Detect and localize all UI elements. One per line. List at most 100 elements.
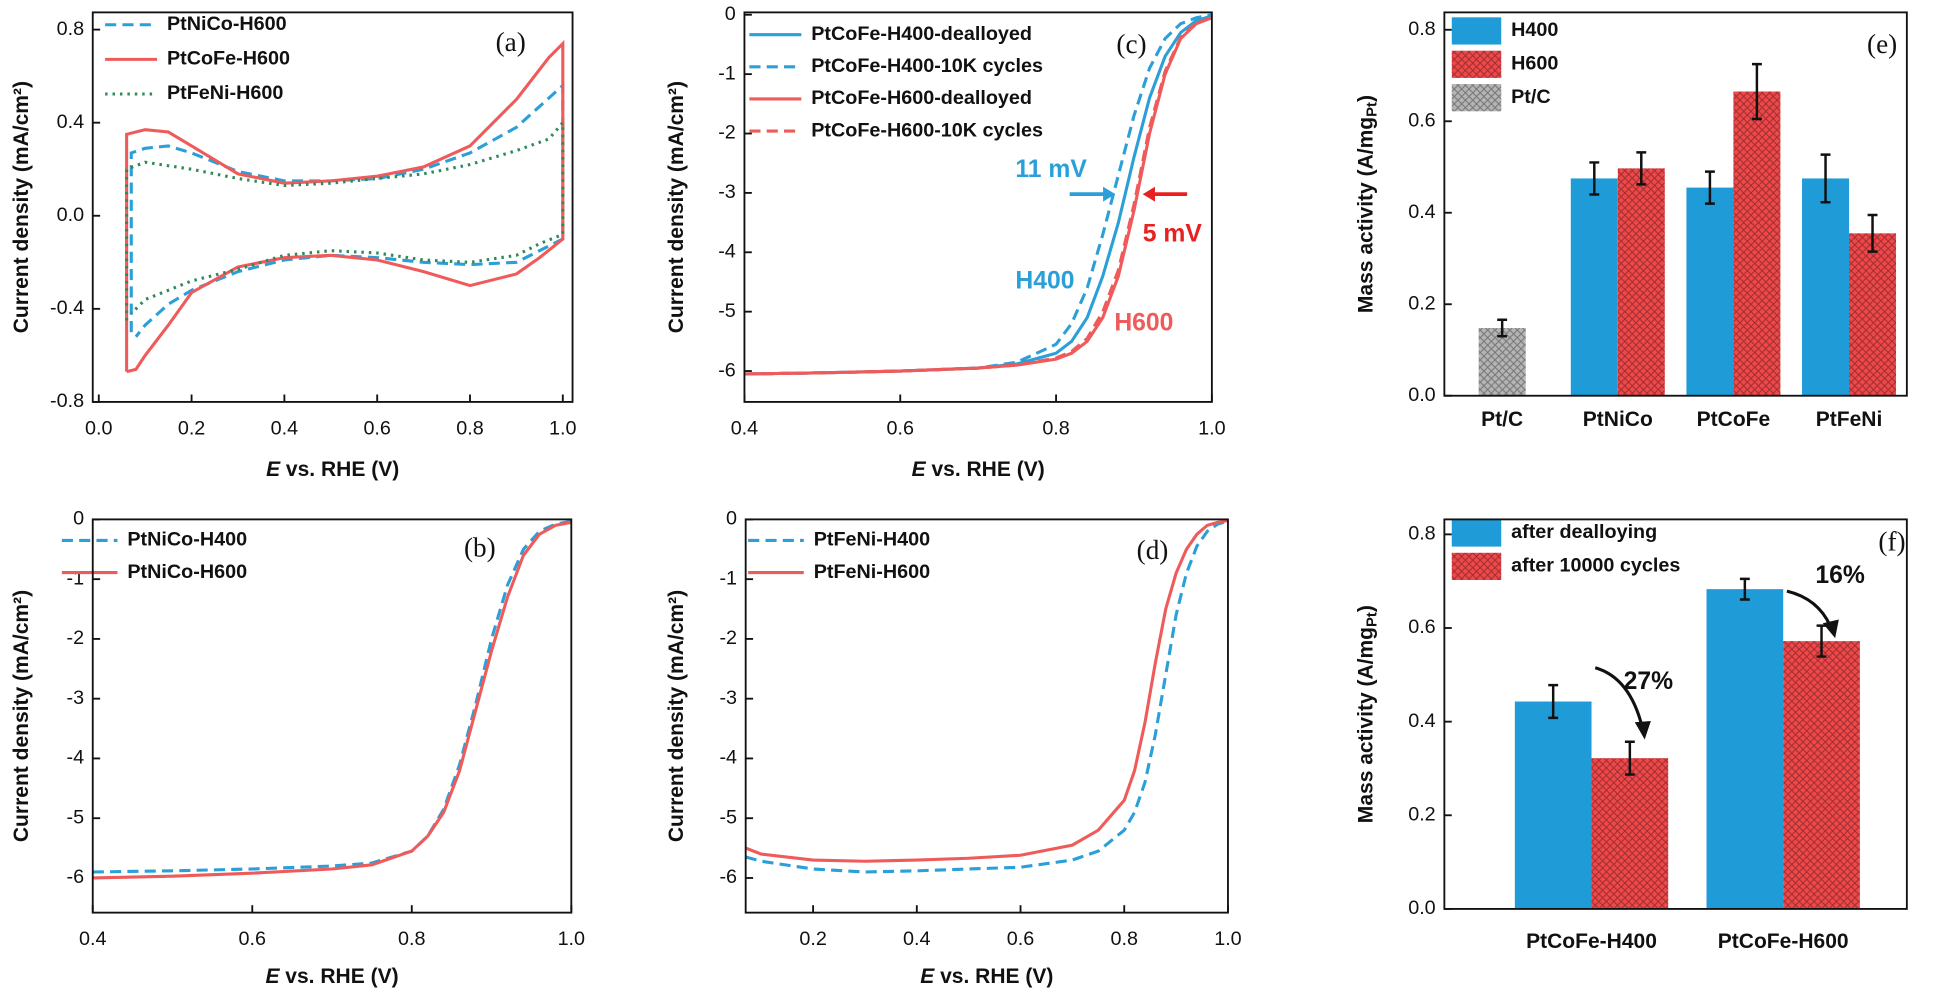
x-tick-label: PtNiCo — [1583, 408, 1653, 431]
x-tick-label: 0.6 — [1007, 928, 1034, 950]
y-tick-label: -1 — [718, 62, 736, 84]
plot-frame — [1443, 11, 1908, 397]
panel-label: (b) — [464, 533, 496, 563]
data-line — [125, 39, 565, 374]
legend-label: PtCoFe-H400-dealloyed — [811, 23, 1032, 45]
legend-swatch — [1451, 552, 1502, 580]
error-bar — [1624, 740, 1635, 776]
y-tick-label: 0.8 — [1408, 18, 1435, 40]
error-bar — [1497, 318, 1508, 338]
legend-swatch — [1451, 519, 1502, 547]
y-tick-label: -3 — [718, 181, 736, 203]
error-bar — [1820, 153, 1831, 204]
error-bar — [1739, 577, 1750, 601]
legend-label: PtFeNi-H600 — [167, 82, 283, 104]
y-tick-label: 0.0 — [1408, 384, 1435, 406]
x-axis-label-rest: vs. RHE (V) — [926, 457, 1045, 480]
x-axis-label: E vs. RHE (V) — [920, 964, 1053, 987]
panel-label: (d) — [1137, 535, 1169, 565]
y-tick-label: -3 — [67, 687, 85, 709]
y-tick-label: 0.8 — [1408, 523, 1435, 545]
y-tick-label: -4 — [67, 747, 85, 769]
x-tick-label: 0.4 — [271, 417, 298, 439]
x-tick-label: 0.4 — [731, 417, 758, 439]
x-axis-label-rest: vs. RHE (V) — [280, 457, 399, 480]
x-tick-label: PtCoFe-H400 — [1526, 930, 1657, 953]
x-tick-label: 0.8 — [456, 417, 483, 439]
y-tick-label: 0.2 — [1408, 804, 1435, 826]
plot-frame — [743, 11, 1213, 403]
data-line — [744, 16, 1213, 376]
bar — [1783, 641, 1860, 909]
arrow-27 — [1594, 666, 1651, 740]
y-axis-label: Current density (mA/cm²) — [10, 590, 33, 842]
x-tick-label: 0.6 — [363, 417, 390, 439]
y-tick-label: -1 — [719, 567, 737, 589]
legend-label: after dealloying — [1511, 521, 1657, 543]
x-axis-label: E vs. RHE (V) — [265, 964, 398, 987]
panel: 0 -1 -2 -3 -4 -5 -6 Current density (mA/cm²) 0.2… — [665, 508, 1241, 988]
error-bar — [1548, 683, 1559, 720]
x-tick-label: 0.2 — [799, 928, 826, 950]
annotation: H400 — [1015, 267, 1074, 294]
plot-frame — [91, 518, 573, 914]
y-tick-label: 0.4 — [1408, 710, 1435, 732]
y-tick-label: -4 — [718, 240, 736, 262]
data-line — [745, 519, 1229, 874]
y-tick-label: -5 — [719, 806, 737, 828]
x-tick-label: PtCoFe — [1697, 408, 1771, 431]
plot-frame — [1443, 518, 1908, 910]
arrow-16 — [1786, 589, 1839, 639]
y-axis-label: Current density (mA/cm²) — [665, 81, 688, 333]
x-tick-label: 1.0 — [549, 417, 576, 439]
y-tick-label: -2 — [718, 122, 736, 144]
plot-frame — [91, 11, 574, 403]
y-tick-label: 0.6 — [1408, 109, 1435, 131]
legend-label: PtNiCo-H400 — [127, 529, 247, 551]
y-tick-label: -0.8 — [50, 390, 84, 412]
y-axis-label-sub: Pt — [1365, 102, 1381, 117]
legend-label: PtNiCo-H600 — [127, 561, 247, 583]
y-tick-label: 0 — [725, 3, 736, 25]
y-tick-label: 0.0 — [1408, 897, 1435, 919]
data-line — [129, 81, 565, 338]
y-axis-label-part: ) — [1354, 95, 1377, 102]
y-tick-label: 0.8 — [57, 18, 84, 40]
panel: 0.0 0.2 0.4 0.6 0.8 Mass activity (A/mgPt) PtC… — [1354, 518, 1908, 953]
x-tick-label: 0.8 — [1042, 417, 1069, 439]
y-tick-label: 0.4 — [57, 111, 84, 133]
data-line — [745, 519, 1229, 863]
x-axis-label-var: E — [265, 964, 280, 987]
legend-label: H600 — [1511, 53, 1558, 75]
x-axis-label-rest: vs. RHE (V) — [934, 964, 1053, 987]
data-line — [92, 519, 572, 874]
legend-label: PtNiCo-H600 — [167, 13, 287, 35]
x-tick-label: 1.0 — [1198, 417, 1225, 439]
bar — [1478, 328, 1526, 396]
y-tick-label: 0.2 — [1408, 292, 1435, 314]
error-bar — [1751, 62, 1762, 121]
legend-label: PtCoFe-H600-dealloyed — [811, 87, 1032, 109]
bar — [1514, 701, 1592, 909]
annotation: 11 mV — [1015, 156, 1087, 183]
panel: -0.8 -0.4 0.0 0.4 0.8 Current density (mA/cm²… — [10, 11, 577, 480]
y-axis-label-part: Mass activity (A/mg — [1354, 627, 1377, 823]
legend-swatch — [1451, 84, 1502, 112]
x-tick-label: Pt/C — [1481, 408, 1523, 431]
y-tick-label: -6 — [67, 866, 85, 888]
bar — [1849, 233, 1897, 396]
x-axis-label-var: E — [920, 964, 935, 987]
data-line — [92, 520, 572, 880]
annotation: H600 — [1114, 310, 1173, 337]
bar — [1802, 178, 1850, 396]
y-tick-label: -4 — [719, 747, 737, 769]
y-axis-label-part: ) — [1354, 605, 1377, 612]
x-axis-label: E vs. RHE (V) — [266, 457, 399, 480]
y-axis-label-part: Mass activity (A/mg — [1354, 117, 1377, 313]
legend-label: PtFeNi-H400 — [814, 529, 930, 551]
y-tick-label: -3 — [719, 687, 737, 709]
x-axis-label: E vs. RHE (V) — [912, 457, 1045, 480]
legend-swatch — [1451, 17, 1502, 45]
legend-swatch — [1451, 50, 1502, 78]
y-tick-label: -1 — [67, 567, 85, 589]
